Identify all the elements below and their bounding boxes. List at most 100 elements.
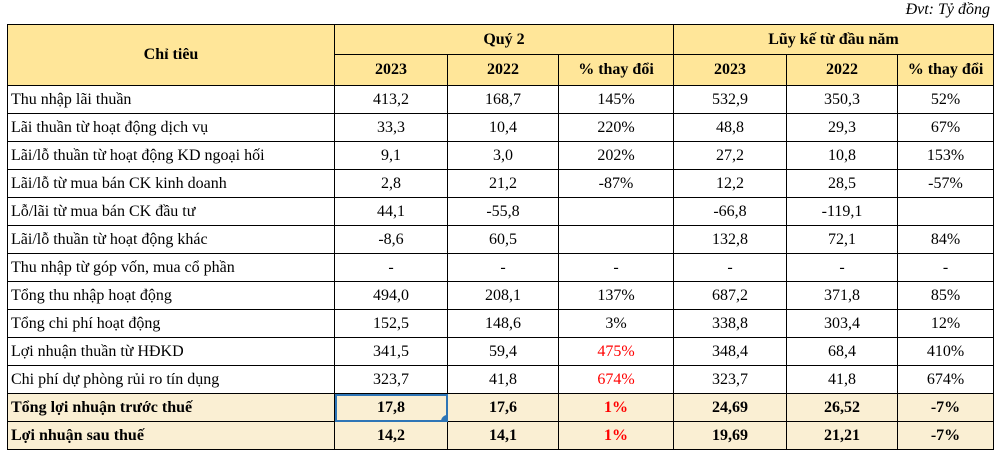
cell-ytd-2023[interactable]: 48,8 [673,113,787,142]
header-q2-2023[interactable]: 2023 [334,54,448,86]
cell-ytd-pct[interactable]: - [897,253,994,282]
cell-ytd-2023[interactable]: 687,2 [673,281,787,310]
cell-q2-2022[interactable]: 10,4 [447,113,559,142]
cell-ytd-2022[interactable]: 371,8 [786,281,898,310]
cell-ytd-2022[interactable]: 350,3 [786,85,898,114]
cell-q2-pct[interactable] [558,197,674,226]
cell-q2-2022[interactable]: 148,6 [447,309,559,338]
cell-q2-2023[interactable]: 341,5 [334,337,448,366]
cell-q2-2023[interactable]: 494,0 [334,281,448,310]
cell-ytd-pct[interactable]: 67% [897,113,994,142]
cell-q2-2023[interactable]: 33,3 [334,113,448,142]
row-label-cell[interactable]: Lỗ/lãi từ mua bán CK đầu tư [7,197,335,226]
row-label-cell[interactable]: Thu nhập lãi thuần [7,85,335,114]
cell-ytd-2023[interactable]: 12,2 [673,169,787,198]
cell-q2-pct[interactable]: 145% [558,85,674,114]
cell-q2-pct[interactable]: 137% [558,281,674,310]
cell-q2-2023[interactable]: 323,7 [334,365,448,394]
cell-ytd-2022[interactable]: 303,4 [786,309,898,338]
row-label-cell[interactable]: Lãi/lỗ từ mua bán CK kinh doanh [7,169,335,198]
cell-ytd-2023[interactable]: - [673,253,787,282]
cell-ytd-2022[interactable]: - [786,253,898,282]
row-label-cell[interactable]: Tổng chi phí hoạt động [7,309,335,338]
cell-q2-pct[interactable]: 1% [558,421,674,450]
cell-q2-pct[interactable]: - [558,253,674,282]
cell-ytd-2023[interactable]: 338,8 [673,309,787,338]
cell-q2-2022[interactable]: 21,2 [447,169,559,198]
cell-ytd-2023[interactable]: -66,8 [673,197,787,226]
cell-q2-2022[interactable]: 17,6 [447,393,559,422]
row-label-cell[interactable]: Chi phí dự phòng rủi ro tín dụng [7,365,335,394]
header-group-q2[interactable]: Quý 2 [334,24,674,55]
row-label-cell[interactable]: Tổng thu nhập hoạt động [7,281,335,310]
cell-ytd-2022[interactable]: 72,1 [786,225,898,254]
header-ytd-pct[interactable]: % thay đổi [897,54,994,86]
cell-q2-2022[interactable]: 59,4 [447,337,559,366]
cell-q2-2022[interactable]: 14,1 [447,421,559,450]
cell-ytd-2022[interactable]: 68,4 [786,337,898,366]
cell-q2-pct[interactable]: -87% [558,169,674,198]
cell-ytd-2022[interactable]: 41,8 [786,365,898,394]
cell-q2-2023[interactable]: -8,6 [334,225,448,254]
cell-ytd-2022[interactable]: 21,21 [786,421,898,450]
header-indicator[interactable]: Chỉ tiêu [7,24,335,86]
cell-ytd-pct[interactable]: 153% [897,141,994,170]
cell-ytd-2023[interactable]: 24,69 [673,393,787,422]
header-ytd-2023[interactable]: 2023 [673,54,787,86]
header-ytd-2022[interactable]: 2022 [786,54,898,86]
header-q2-2022[interactable]: 2022 [447,54,559,86]
cell-q2-2023[interactable]: 2,8 [334,169,448,198]
cell-ytd-pct[interactable]: -7% [897,421,994,450]
cell-q2-pct[interactable]: 220% [558,113,674,142]
cell-ytd-2022[interactable]: -119,1 [786,197,898,226]
cell-ytd-pct[interactable]: -57% [897,169,994,198]
cell-q2-2022[interactable]: - [447,253,559,282]
selection-handle[interactable] [441,415,447,421]
row-label-cell[interactable]: Lợi nhuận sau thuế [7,421,335,450]
cell-q2-pct[interactable]: 674% [558,365,674,394]
row-label-cell[interactable]: Lãi/lỗ thuần từ hoạt động KD ngoại hối [7,141,335,170]
cell-q2-2023[interactable]: 152,5 [334,309,448,338]
row-label-cell[interactable]: Lãi/lỗ thuần từ hoạt động khác [7,225,335,254]
cell-q2-2022[interactable]: 208,1 [447,281,559,310]
header-q2-pct[interactable]: % thay đổi [558,54,674,86]
cell-q2-2022[interactable]: -55,8 [447,197,559,226]
cell-ytd-2023[interactable]: 27,2 [673,141,787,170]
cell-q2-2023[interactable]: 9,1 [334,141,448,170]
row-label-cell[interactable]: Thu nhập từ góp vốn, mua cổ phần [7,253,335,282]
cell-ytd-pct[interactable]: -7% [897,393,994,422]
cell-q2-2022[interactable]: 60,5 [447,225,559,254]
cell-ytd-2023[interactable]: 348,4 [673,337,787,366]
cell-q2-2022[interactable]: 3,0 [447,141,559,170]
cell-ytd-2022[interactable]: 10,8 [786,141,898,170]
cell-ytd-2023[interactable]: 323,7 [673,365,787,394]
cell-ytd-2022[interactable]: 29,3 [786,113,898,142]
cell-ytd-pct[interactable]: 84% [897,225,994,254]
cell-ytd-2022[interactable]: 28,5 [786,169,898,198]
cell-q2-pct[interactable]: 475% [558,337,674,366]
cell-q2-pct[interactable]: 202% [558,141,674,170]
cell-ytd-pct[interactable] [897,197,994,226]
cell-ytd-pct[interactable]: 12% [897,309,994,338]
cell-ytd-2023[interactable]: 132,8 [673,225,787,254]
cell-ytd-pct[interactable]: 52% [897,85,994,114]
cell-q2-pct[interactable]: 3% [558,309,674,338]
row-label-cell[interactable]: Lợi nhuận thuần từ HĐKD [7,337,335,366]
header-group-ytd[interactable]: Lũy kế từ đầu năm [673,24,994,55]
cell-ytd-pct[interactable]: 85% [897,281,994,310]
cell-q2-pct[interactable] [558,225,674,254]
cell-ytd-pct[interactable]: 674% [897,365,994,394]
cell-q2-2023[interactable]: 14,2 [334,421,448,450]
cell-q2-2022[interactable]: 168,7 [447,85,559,114]
cell-ytd-2023[interactable]: 19,69 [673,421,787,450]
row-label-cell[interactable]: Lãi thuần từ hoạt động dịch vụ [7,113,335,142]
row-label-cell[interactable]: Tổng lợi nhuận trước thuế [7,393,335,422]
cell-q2-2022[interactable]: 41,8 [447,365,559,394]
cell-ytd-pct[interactable]: 410% [897,337,994,366]
cell-q2-2023[interactable]: 44,1 [334,197,448,226]
selected-cell[interactable]: 17,8 [334,393,448,422]
cell-q2-2023[interactable]: - [334,253,448,282]
cell-ytd-2023[interactable]: 532,9 [673,85,787,114]
cell-q2-pct[interactable]: 1% [558,393,674,422]
cell-ytd-2022[interactable]: 26,52 [786,393,898,422]
